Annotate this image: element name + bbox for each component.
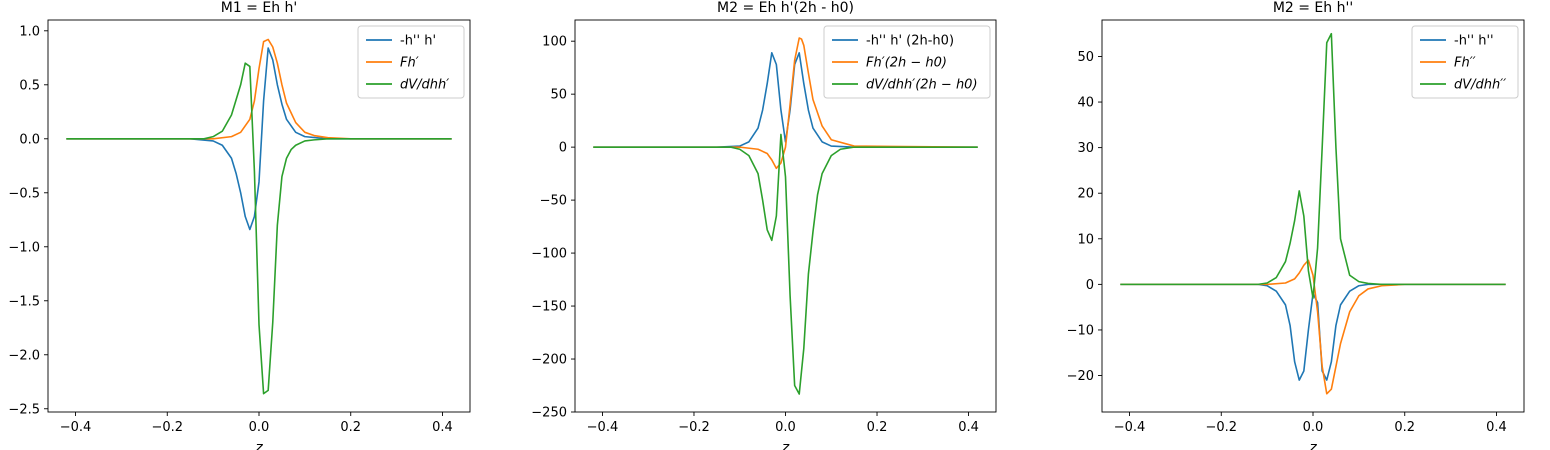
series-line-3 xyxy=(1120,32,1506,299)
chart-panel-3: M2 = Eh h'' −0.4 −0.2 0.0 0.2 0.4 −20 −10 0 10 20 3… xyxy=(1067,0,1525,450)
chart-title: M2 = Eh h'(2h - h0) xyxy=(717,0,854,16)
x-axis-label: z xyxy=(781,440,790,450)
legend-label: Fh′(2h − h0) xyxy=(866,56,947,71)
x-tick-label: −0.2 xyxy=(678,420,710,435)
x-tick-label: 0.4 xyxy=(958,420,979,435)
y-tick-label: −200 xyxy=(531,353,567,368)
y-tick-label: 20 xyxy=(1077,187,1094,202)
legend-label: dV/dhh′ xyxy=(400,78,449,93)
y-tick-label: −1.5 xyxy=(8,294,40,309)
x-tick-label: −0.2 xyxy=(1205,420,1237,435)
x-tick-label: 0.4 xyxy=(432,420,453,435)
y-tick-label: −50 xyxy=(540,194,567,209)
chart-panel-1: M1 = Eh h' −0.4 −0.2 0.0 0.2 0.4 −2.5 −2.0 −1.5 −… xyxy=(8,0,471,450)
legend-label: -h'' h' (2h-h0) xyxy=(866,34,954,49)
y-tick-label: 1.0 xyxy=(19,24,40,39)
y-tick-label: 10 xyxy=(1077,232,1094,247)
series-line-3 xyxy=(66,62,452,395)
legend-box xyxy=(823,25,991,99)
series-line-2 xyxy=(1120,259,1506,395)
legend-box xyxy=(357,25,465,99)
y-tick-label: 0 xyxy=(559,141,567,156)
x-tick-label: 0.0 xyxy=(1303,420,1324,435)
legend-label: -h'' h'' xyxy=(1454,34,1494,49)
y-tick-label: −1.0 xyxy=(8,240,40,255)
y-tick-label: 40 xyxy=(1077,96,1094,111)
legend-box xyxy=(1411,25,1519,99)
chart-title: M1 = Eh h' xyxy=(221,0,298,16)
x-tick-label: 0.2 xyxy=(340,420,361,435)
y-tick-label: −10 xyxy=(1067,323,1094,338)
series-line-3 xyxy=(593,133,978,395)
y-tick-label: −150 xyxy=(531,300,567,315)
x-tick-label: −0.2 xyxy=(151,420,183,435)
x-axis-label: z xyxy=(254,440,263,450)
x-tick-label: −0.4 xyxy=(60,420,92,435)
legend-label: dV/dhh′(2h − h0) xyxy=(866,78,978,93)
x-tick-label: 0.2 xyxy=(867,420,888,435)
y-tick-label: −2.5 xyxy=(8,402,40,417)
legend: -h'' h' (2h-h0) Fh′(2h − h0) dV/dhh′(2h − … xyxy=(823,25,991,99)
y-tick-label: 0 xyxy=(1086,278,1094,293)
chart-panel-2: M2 = Eh h'(2h - h0) −0.4 −0.2 0.0 0.2 0.4 −250… xyxy=(531,0,997,450)
x-tick-label: −0.4 xyxy=(587,420,619,435)
legend-label: Fh′′ xyxy=(1454,56,1476,71)
chart-title: M2 = Eh h'' xyxy=(1273,0,1353,16)
series-line-2 xyxy=(593,37,978,170)
y-tick-label: 100 xyxy=(542,35,567,50)
legend-label: -h'' h' xyxy=(400,34,436,49)
x-axis-label: z xyxy=(1308,440,1317,450)
y-tick-label: 30 xyxy=(1077,141,1094,156)
y-tick-label: 50 xyxy=(550,88,567,103)
legend-label: dV/dhh′′ xyxy=(1454,78,1506,93)
y-tick-label: −2.0 xyxy=(8,348,40,363)
x-tick-label: 0.0 xyxy=(249,420,270,435)
x-tick-label: 0.2 xyxy=(1394,420,1415,435)
y-tick-label: −100 xyxy=(531,247,567,262)
x-tick-label: −0.4 xyxy=(1114,420,1146,435)
legend-label: Fh′ xyxy=(400,56,419,71)
y-tick-label: 0.5 xyxy=(19,78,40,93)
y-tick-label: 0.0 xyxy=(19,132,40,147)
x-tick-label: 0.0 xyxy=(775,420,796,435)
y-tick-label: 50 xyxy=(1077,50,1094,65)
y-tick-label: −20 xyxy=(1067,369,1094,384)
y-tick-label: −250 xyxy=(531,406,567,421)
series-line-1 xyxy=(66,47,452,231)
x-tick-label: 0.4 xyxy=(1486,420,1507,435)
y-tick-label: −0.5 xyxy=(8,186,40,201)
legend: -h'' h'' Fh′′ dV/dhh′′ xyxy=(1411,25,1519,99)
series-line-2 xyxy=(66,38,452,140)
legend: -h'' h' Fh′ dV/dhh′ xyxy=(357,25,465,99)
